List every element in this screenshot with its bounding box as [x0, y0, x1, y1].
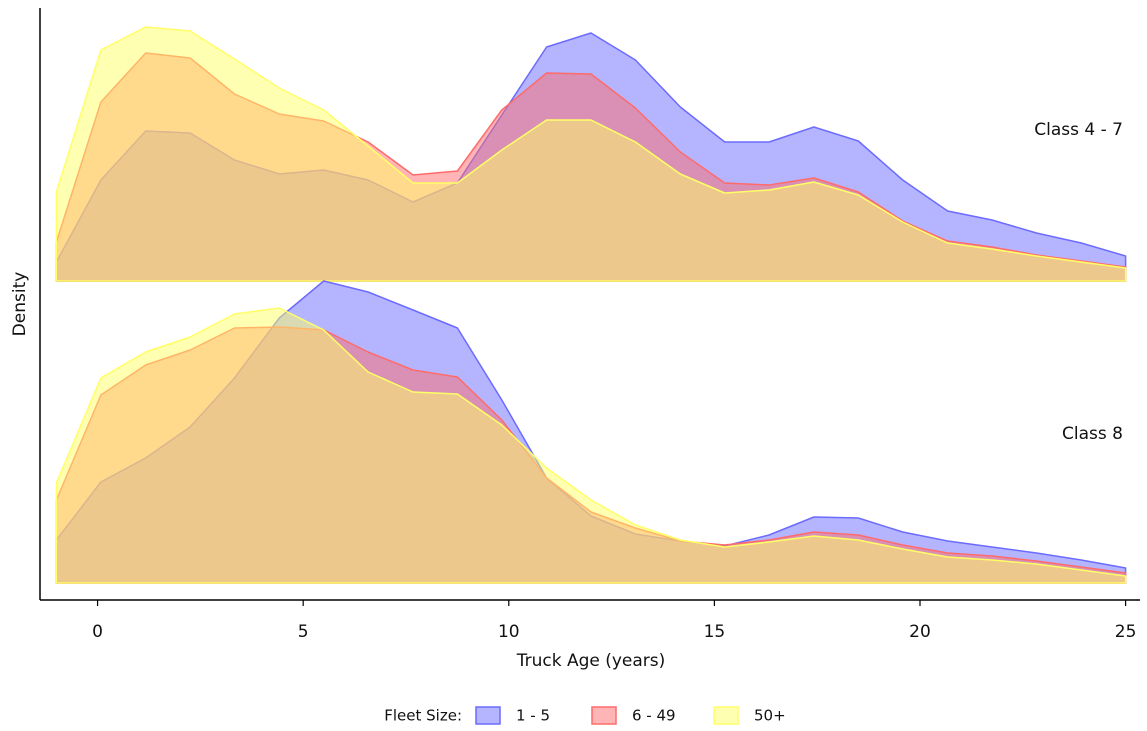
legend-swatch: [713, 706, 739, 725]
density-area: [55, 307, 1127, 584]
legend-label: 1 - 5: [516, 707, 550, 725]
legend-title: Fleet Size:: [384, 707, 462, 725]
x-tick-label: 10: [498, 622, 520, 642]
ridge-label: Class 8: [1062, 424, 1123, 444]
density-area: [55, 26, 1127, 282]
ridge-label: Class 4 - 7: [1034, 120, 1123, 140]
legend-swatch: [591, 706, 617, 725]
legend-label: 50+: [754, 707, 786, 725]
x-tick-label: 5: [298, 622, 309, 642]
x-tick-label: 15: [704, 622, 726, 642]
legend-label: 6 - 49: [632, 707, 676, 725]
x-tick-label: 25: [1115, 622, 1137, 642]
x-tick-label: 0: [92, 622, 103, 642]
x-axis-title: Truck Age (years): [516, 651, 666, 671]
y-axis-title: Density: [10, 272, 30, 337]
legend-swatch: [475, 706, 501, 725]
x-tick-label: 20: [909, 622, 931, 642]
